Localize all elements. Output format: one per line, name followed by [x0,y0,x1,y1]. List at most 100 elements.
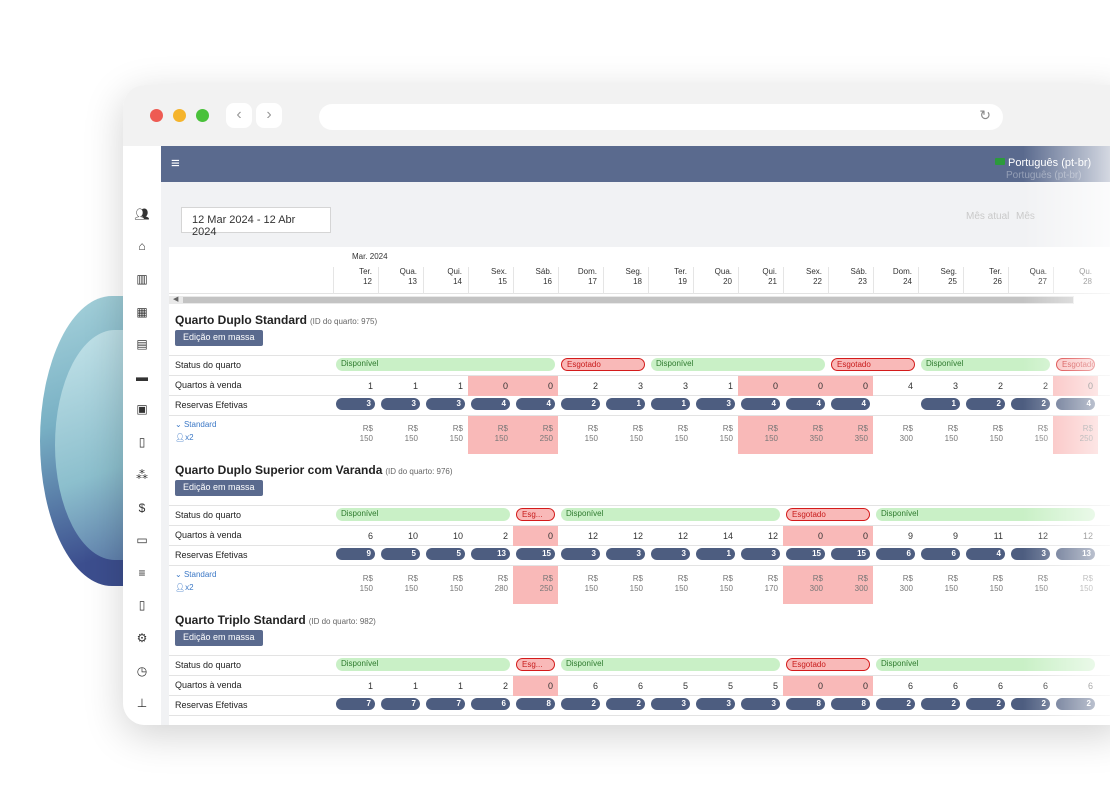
for-sale-cell[interactable]: 6 [1042,681,1048,691]
forward-icon[interactable]: › [256,103,282,128]
price-cell[interactable]: R$ 150 [603,566,648,604]
for-sale-cell[interactable]: 6 [367,531,373,541]
price-cell[interactable]: R$ 280 [468,566,513,604]
price-cell[interactable]: R$ 150 [1008,566,1053,604]
rate-plan-link[interactable]: ⌄ Standard [175,570,217,579]
reservation-pill[interactable]: 6 [876,548,915,560]
price-cell[interactable]: R$ 150 [963,416,1008,454]
status-sold-out[interactable]: Esg... [516,658,555,671]
for-sale-cell[interactable]: 0 [513,676,558,696]
home-icon[interactable]: ⌂ [138,239,146,253]
users-icon[interactable]: 👥︎ [134,207,150,221]
file-icon[interactable]: ▯ [138,435,146,449]
reservation-pill[interactable]: 15 [516,548,555,560]
reservation-pill[interactable]: 2 [606,698,645,710]
price-cell[interactable]: R$ 150 [333,566,378,604]
price-cell[interactable]: R$ 300 [873,416,918,454]
reservation-pill[interactable]: 3 [651,548,690,560]
gear-icon[interactable]: ⚙ [136,631,148,645]
reservation-pill[interactable]: 1 [606,398,645,410]
for-sale-cell[interactable]: 0 [828,376,873,396]
scroll-left-icon[interactable]: ◀ [173,296,179,303]
reload-icon[interactable]: ↻ [979,107,991,123]
clock-icon[interactable]: ◷ [136,664,148,678]
calendar-icon[interactable]: ▤ [136,337,148,351]
for-sale-cell[interactable]: 12 [677,531,688,541]
reservation-pill[interactable]: 3 [381,398,420,410]
price-cell[interactable]: R$ 150 [693,566,738,604]
minimize-dot-icon[interactable] [173,109,186,122]
for-sale-cell[interactable]: 14 [722,531,733,541]
for-sale-cell[interactable]: 1 [412,381,418,391]
for-sale-cell[interactable]: 0 [828,676,873,696]
for-sale-cell[interactable]: 4 [907,381,913,391]
money-icon[interactable]: ▭ [136,533,148,547]
reservation-pill[interactable]: 6 [921,548,960,560]
for-sale-cell[interactable]: 0 [468,376,513,396]
for-sale-cell[interactable]: 1 [457,381,463,391]
for-sale-cell[interactable]: 0 [738,376,783,396]
for-sale-cell[interactable]: 6 [907,681,913,691]
price-cell[interactable]: R$ 250 [513,566,558,604]
reservation-pill[interactable]: 4 [516,398,555,410]
status-sold-out[interactable]: Esg... [516,508,555,521]
price-cell[interactable]: R$ 150 [378,416,423,454]
price-cell[interactable]: R$ 150 [558,566,603,604]
status-available[interactable]: Disponível [561,658,780,671]
price-cell[interactable]: R$ 150 [693,416,738,454]
status-available[interactable]: Disponível [561,508,780,521]
reservation-pill[interactable]: 2 [1011,398,1050,410]
reservation-pill[interactable]: 2 [561,398,600,410]
for-sale-cell[interactable]: 12 [767,531,778,541]
for-sale-cell[interactable]: 10 [407,531,418,541]
reservation-pill[interactable]: 2 [966,698,1005,710]
reservation-pill[interactable]: 7 [336,698,375,710]
reservation-pill[interactable]: 1 [651,398,690,410]
reservation-pill[interactable]: 3 [651,698,690,710]
close-dot-icon[interactable] [150,109,163,122]
for-sale-cell[interactable]: 1 [727,381,733,391]
for-sale-cell[interactable]: 0 [513,376,558,396]
price-cell[interactable]: R$ 150 [648,566,693,604]
reservation-pill[interactable]: 3 [336,398,375,410]
price-cell[interactable]: R$ 150 [963,566,1008,604]
database-icon[interactable]: ≡ [138,566,146,580]
reservation-pill[interactable]: 8 [516,698,555,710]
rate-plan-link[interactable]: ⌄ Standard [175,420,217,429]
status-available[interactable]: Disponível [336,658,510,671]
reservation-pill[interactable]: 3 [741,548,780,560]
for-sale-cell[interactable]: 2 [997,381,1003,391]
reservation-pill[interactable]: 8 [831,698,870,710]
for-sale-cell[interactable]: 6 [997,681,1003,691]
maximize-dot-icon[interactable] [196,109,209,122]
reservation-pill[interactable]: 4 [786,398,825,410]
reservation-pill[interactable]: 9 [336,548,375,560]
status-sold-out[interactable]: Esgotado [561,358,645,371]
book-icon[interactable]: ▬ [136,370,148,384]
for-sale-cell[interactable]: 11 [993,531,1003,541]
reservation-pill[interactable]: 4 [966,548,1005,560]
for-sale-cell[interactable]: 3 [637,381,643,391]
for-sale-cell[interactable]: 2 [502,531,508,541]
for-sale-cell[interactable]: 2 [592,381,598,391]
bulk-edit-button[interactable]: Edição em massa [175,330,263,346]
price-cell[interactable]: R$ 350 [783,416,828,454]
for-sale-cell[interactable]: 0 [513,526,558,546]
for-sale-cell[interactable]: 1 [367,681,373,691]
reservation-pill[interactable]: 5 [381,548,420,560]
reservation-pill[interactable]: 3 [1011,548,1050,560]
for-sale-cell[interactable]: 0 [783,676,828,696]
menu-icon[interactable]: ≡ [171,155,180,172]
for-sale-cell[interactable]: 5 [682,681,688,691]
price-cell[interactable]: R$ 150 [648,416,693,454]
dollar-icon[interactable]: $ [138,501,146,515]
reservation-pill[interactable]: 7 [426,698,465,710]
reservation-pill[interactable]: 8 [786,698,825,710]
for-sale-cell[interactable]: 1 [412,681,418,691]
back-icon[interactable]: ‹ [226,103,252,128]
for-sale-cell[interactable]: 9 [907,531,913,541]
reservation-pill[interactable]: 3 [606,548,645,560]
status-available[interactable]: Disponível [336,358,555,371]
status-available[interactable]: Disponível [651,358,825,371]
reservation-pill[interactable]: 2 [966,398,1005,410]
